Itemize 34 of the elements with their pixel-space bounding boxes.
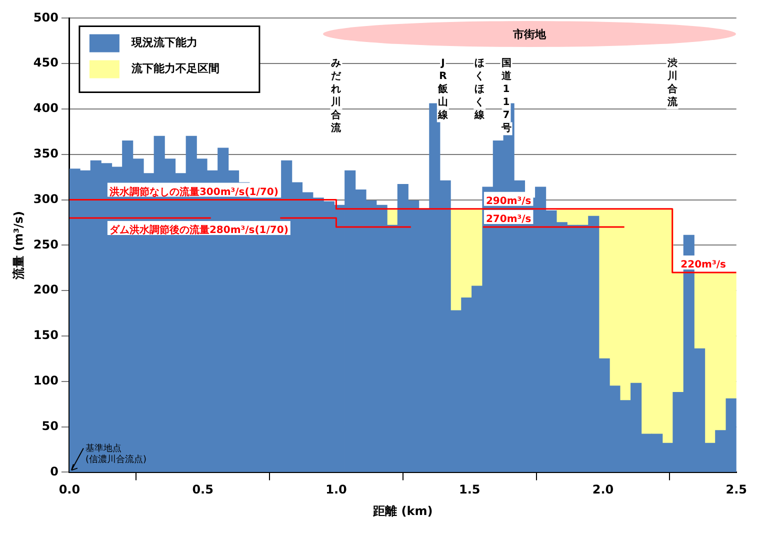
x-tick-label: 0.0 xyxy=(58,482,80,497)
y-axis-title: 流量 (m³/s) xyxy=(11,210,26,280)
ellipse-shape: 市街地 xyxy=(322,21,736,48)
y-tick-label: 0 xyxy=(50,464,58,478)
annotation: 270m³/s xyxy=(486,214,532,226)
legend-label: 現況流下能力 xyxy=(130,36,198,50)
annotation: 渋川合流 xyxy=(666,56,678,108)
y-tick-label: 500 xyxy=(33,10,58,24)
x-tick-label: 0.5 xyxy=(192,482,214,497)
y-tick-label: 150 xyxy=(33,328,58,342)
annotation: JR飯山線 xyxy=(436,58,449,121)
annotation: 国道117号 xyxy=(500,58,512,134)
x-tick-label: 1.0 xyxy=(326,482,347,497)
legend-label: 流下能力不足区間 xyxy=(130,62,220,76)
y-tick-label: 200 xyxy=(33,282,58,297)
y-tick-label: 350 xyxy=(33,146,58,161)
series-label: ダム洪水調節後の流量280m³/s(1/70) xyxy=(109,224,288,236)
series-label: 洪水調節なしの流量300m³/s(1/70) xyxy=(108,186,278,198)
y-tick-label: 300 xyxy=(33,192,58,206)
annotation: 220m³/s xyxy=(680,259,726,270)
annotation: 市街地 xyxy=(513,26,546,42)
x-tick-label: 2.0 xyxy=(592,482,614,497)
annotation: 290m³/s xyxy=(486,196,532,207)
annotation: みだれ川合流 xyxy=(330,58,342,134)
annotation: ほくほく線 xyxy=(474,58,486,121)
annotation: 基準地点 (信濃川合流点) xyxy=(85,443,146,466)
x-tick-label: 2.5 xyxy=(726,482,748,497)
y-tick-label: 100 xyxy=(33,374,58,388)
y-tick-label: 250 xyxy=(33,237,58,252)
x-axis-title: 距離 (km) xyxy=(372,504,433,518)
x-tick-label: 1.5 xyxy=(458,482,480,497)
y-tick-label: 50 xyxy=(42,418,58,433)
y-tick-label: 400 xyxy=(33,101,58,116)
y-tick-label: 450 xyxy=(33,56,58,70)
